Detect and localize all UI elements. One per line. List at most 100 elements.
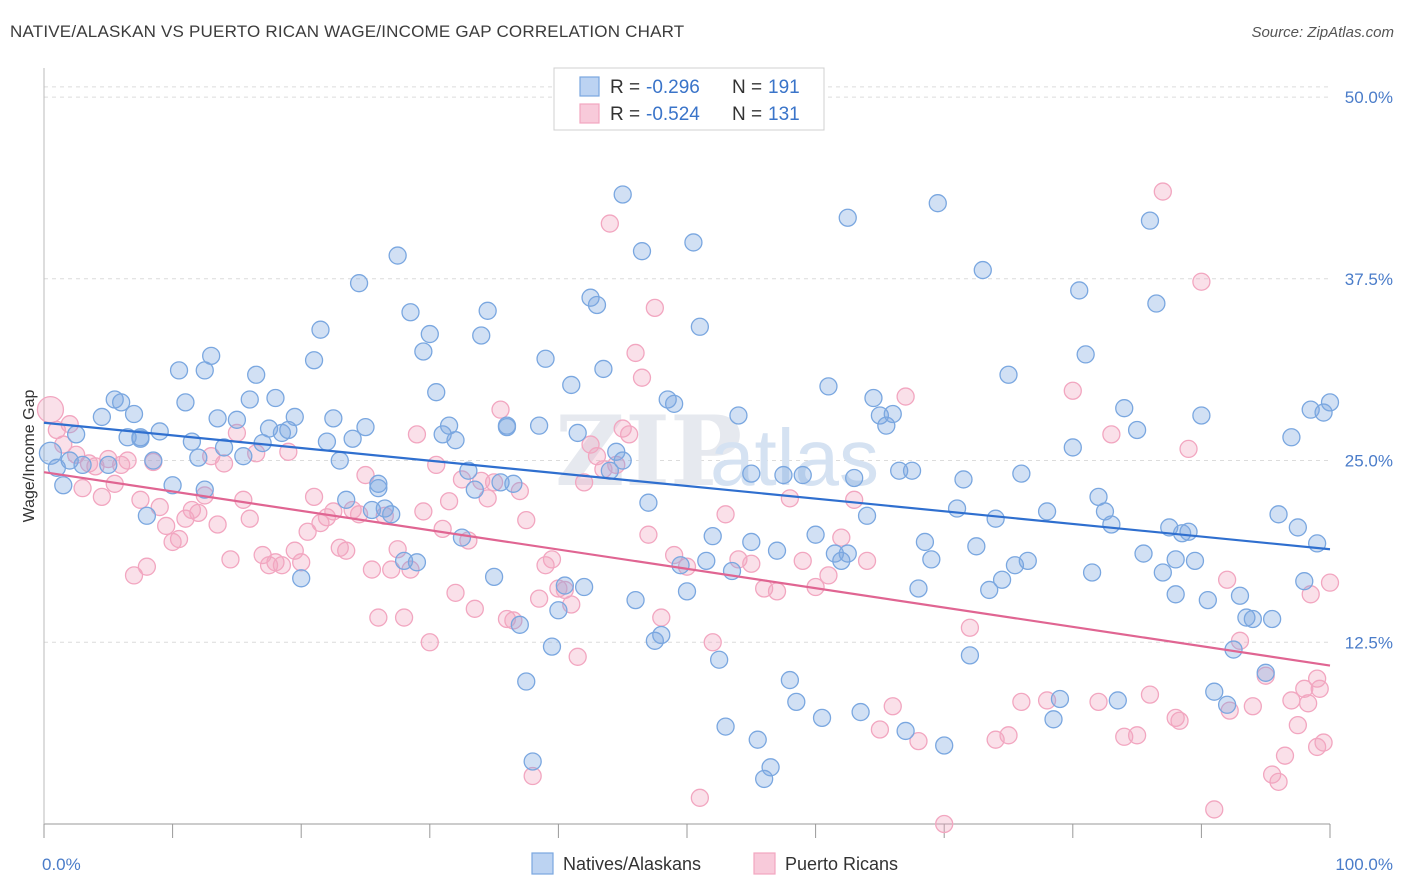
point-natives-157 (1134, 544, 1153, 563)
point-natives-116 (838, 208, 857, 227)
point-puerto-ricans-41 (304, 487, 324, 507)
chart-title: NATIVE/ALASKAN VS PUERTO RICAN WAGE/INCO… (10, 22, 685, 41)
point-puerto-ricans-74 (517, 510, 536, 530)
point-puerto-ricans-148 (1298, 694, 1318, 713)
point-natives-107 (774, 465, 793, 485)
point-natives-54 (420, 324, 439, 344)
point-puerto-ricans-30 (234, 490, 253, 509)
point-natives-114 (825, 544, 845, 563)
point-puerto-ricans-51 (369, 608, 388, 627)
point-puerto-ricans-27 (214, 454, 234, 473)
point-puerto-ricans-8 (92, 487, 112, 507)
point-puerto-ricans-102 (742, 554, 761, 573)
point-puerto-ricans-39 (292, 553, 311, 572)
point-puerto-ricans-94 (645, 298, 664, 318)
trend-lines (43, 421, 1331, 667)
point-natives-94 (684, 233, 703, 252)
point-puerto-ricans-149 (1310, 679, 1329, 698)
point-natives-144 (1037, 502, 1057, 521)
legend-r-label-natives: R = (610, 77, 640, 98)
point-natives-93 (677, 582, 697, 601)
point-natives-95 (690, 317, 710, 336)
point-puerto-ricans-117 (960, 618, 980, 637)
data-points (36, 182, 1340, 834)
point-natives-40 (330, 451, 349, 470)
point-puerto-ricans-5 (73, 479, 92, 498)
point-puerto-ricans-60 (427, 455, 446, 475)
point-natives-38 (317, 432, 337, 451)
point-puerto-ricans-76 (529, 589, 549, 608)
point-natives-189 (1166, 550, 1185, 569)
point-puerto-ricans-123 (1089, 692, 1108, 712)
point-puerto-ricans-98 (690, 788, 710, 807)
point-natives-153 (1102, 515, 1121, 534)
point-natives-37 (311, 320, 330, 339)
point-puerto-ricans-130 (1179, 439, 1198, 459)
point-natives-51 (401, 303, 420, 322)
point-natives-110 (793, 465, 812, 485)
point-natives-35 (292, 569, 311, 588)
point-natives-155 (1115, 399, 1134, 418)
point-natives-103 (748, 730, 767, 749)
point-natives-178 (1288, 518, 1307, 537)
point-natives-106 (767, 541, 787, 560)
point-natives-134 (960, 646, 980, 665)
point-natives-187 (497, 417, 517, 437)
point-natives-127 (909, 579, 928, 598)
bottom-legend-swatch-puerto-ricans (753, 852, 776, 875)
x-tick-label-1: 100.0% (1335, 855, 1393, 874)
point-natives-71 (529, 416, 549, 435)
point-puerto-ricans-53 (382, 560, 401, 579)
point-puerto-ricans-109 (832, 528, 851, 547)
point-puerto-ricans-87 (600, 214, 619, 233)
point-natives-62 (472, 326, 491, 345)
point-puerto-ricans-147 (1307, 737, 1327, 757)
point-natives-24 (214, 438, 234, 457)
point-natives-105 (761, 758, 780, 777)
point-natives-81 (594, 359, 613, 379)
point-natives-129 (922, 550, 941, 569)
point-natives-173 (1243, 609, 1262, 629)
point-natives-124 (890, 461, 909, 480)
bottom-legend-label-natives: Natives/Alaskans (563, 854, 701, 874)
point-puerto-ricans-73 (510, 481, 529, 501)
point-natives-109 (787, 692, 806, 712)
point-natives-112 (812, 708, 832, 728)
point-natives-120 (864, 388, 883, 408)
point-natives-6 (92, 407, 112, 427)
point-natives-23 (208, 409, 227, 428)
point-puerto-ricans-13 (124, 566, 144, 585)
legend-n-label-puerto-ricans: N = (732, 104, 762, 125)
y-tick-label-2: 37.5% (1345, 270, 1393, 289)
point-natives-68 (510, 615, 529, 634)
point-natives-131 (935, 736, 954, 755)
trend-line-puerto-ricans (43, 471, 1331, 667)
point-natives-190 (742, 464, 761, 483)
legend-swatch-natives (579, 76, 600, 97)
point-natives-156 (1127, 420, 1147, 440)
point-natives-122 (877, 416, 896, 435)
point-natives-143 (1018, 551, 1037, 571)
point-natives-77 (568, 423, 587, 443)
point-natives-63 (478, 301, 497, 320)
point-puerto-ricans-58 (414, 502, 433, 521)
point-natives-15 (150, 422, 169, 441)
point-natives-159 (1147, 294, 1166, 313)
point-natives-142 (1012, 464, 1031, 483)
point-natives-28 (247, 365, 266, 384)
point-natives-145 (1044, 710, 1063, 729)
point-puerto-ricans-12 (118, 451, 137, 470)
point-natives-13 (137, 506, 157, 525)
point-natives-108 (780, 670, 800, 690)
point-natives-137 (980, 580, 999, 600)
point-natives-69 (517, 672, 536, 691)
legend-r-label-puerto-ricans: R = (610, 104, 640, 125)
point-natives-2 (54, 476, 73, 495)
point-natives-101 (729, 406, 748, 425)
point-puerto-ricans-105 (780, 489, 800, 508)
point-puerto-ricans-135 (1243, 697, 1262, 716)
y-tick-label-1: 25.0% (1345, 452, 1393, 471)
y-axis-label: Wage/Income Gap (21, 390, 38, 523)
point-natives-135 (967, 537, 986, 556)
point-natives-91 (664, 394, 684, 413)
